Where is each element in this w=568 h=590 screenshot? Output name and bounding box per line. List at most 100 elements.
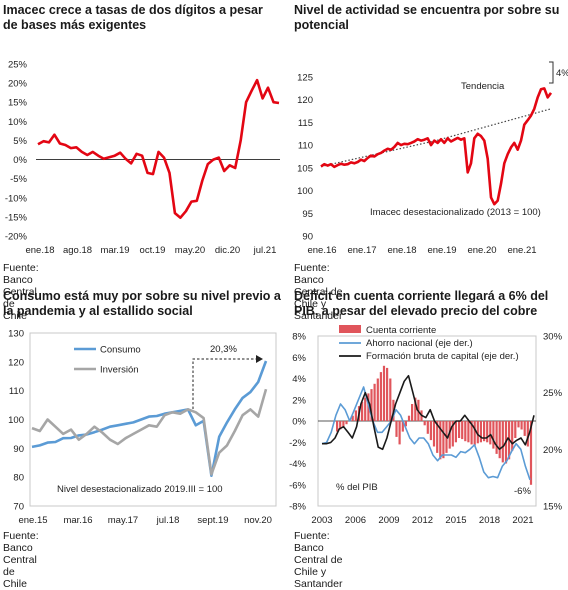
x-tick-label: nov.20 xyxy=(244,515,272,526)
current-account-bar xyxy=(423,421,426,426)
current-account-bar xyxy=(336,421,339,432)
chart-imacec: 25% 20% 15% 10% 5% 0% -5% -10% -15% -20% ene.18 ago… xyxy=(5,60,280,256)
y-tick-label: -15% xyxy=(5,212,28,223)
annotation-arrow xyxy=(192,358,256,409)
current-account-bar xyxy=(483,421,486,442)
current-account-bar xyxy=(473,421,476,446)
gross-capital-formation-line xyxy=(322,374,535,451)
x-tick-label: may.20 xyxy=(175,245,205,256)
y-tick-label: -4% xyxy=(289,459,306,470)
gap-label: 4% xyxy=(556,68,568,79)
legend-label: Cuenta corriente xyxy=(366,325,436,336)
x-tick-label: ene.21 xyxy=(507,245,536,256)
current-account-bar xyxy=(395,421,398,437)
legend-label: Formación bruta de capital (eje der.) xyxy=(366,351,519,362)
y-tick-label: -10% xyxy=(5,193,28,204)
current-account-bar xyxy=(339,421,342,430)
y-tick-label: 110 xyxy=(9,386,24,397)
x-tick-label: ene.16 xyxy=(307,245,336,256)
x-tick-label: may.17 xyxy=(108,515,138,526)
y-tick-label: 80 xyxy=(13,473,24,484)
current-account-bar xyxy=(411,404,414,421)
x-tick-label: ene.20 xyxy=(467,245,496,256)
x-tick-label: ene.18 xyxy=(25,245,54,256)
y-tick-label: 10% xyxy=(8,117,28,128)
current-account-bar xyxy=(498,421,501,459)
current-account-bar xyxy=(432,421,436,447)
current-account-bar xyxy=(398,421,401,445)
imacec-line xyxy=(37,78,280,219)
current-account-bar xyxy=(351,415,354,421)
y-tick-label: 8% xyxy=(292,332,306,343)
x-tick-label: 2015 xyxy=(445,515,466,526)
current-account-bar xyxy=(492,421,495,449)
current-account-bar xyxy=(486,421,489,443)
current-account-bar xyxy=(458,421,461,438)
chart-source: Fuente: Banco Central de Chile xyxy=(3,262,39,322)
chart-title: Nivel de actividad se encuentra por sobr… xyxy=(294,3,560,32)
x-tick-label: dic.20 xyxy=(215,245,240,256)
y2-tick-label: 15% xyxy=(543,502,563,513)
current-account-bar xyxy=(514,421,517,438)
current-account-bar xyxy=(448,421,451,449)
current-account-bar xyxy=(439,421,442,460)
gap-bracket xyxy=(549,61,554,84)
y-tick-label: -8% xyxy=(289,502,306,513)
current-account-bar xyxy=(373,383,376,421)
y-tick-label: 5% xyxy=(13,136,27,147)
plot-frame xyxy=(29,332,277,507)
current-account-bar xyxy=(342,421,345,428)
current-account-bar xyxy=(401,421,404,432)
trend-label: Tendencia xyxy=(461,81,505,92)
current-account-bar xyxy=(501,421,504,463)
legend-swatch xyxy=(339,325,361,333)
chart-source: Fuente: Banco Central de Chile y Santand… xyxy=(294,530,343,590)
current-account-bar xyxy=(442,421,445,459)
current-account-bar xyxy=(464,421,467,442)
y-tick-label: 90 xyxy=(302,232,313,243)
x-tick-label: 2006 xyxy=(345,515,366,526)
deficit-label: -6% xyxy=(514,486,531,497)
current-account-bar xyxy=(426,421,429,434)
y-tick-label: 15% xyxy=(8,98,28,109)
y-tick-label: 130 xyxy=(8,329,24,340)
current-account-bar xyxy=(489,421,492,445)
chart-cuenta-corriente: 8% 6% 4% 2% 0% -2% -4% -6% -8% 30% 25% 20% 15% Cuenta… xyxy=(289,325,563,526)
y-tick-label: 2% xyxy=(292,395,306,406)
x-tick-label: ene.19 xyxy=(427,245,456,256)
y-tick-label: 105 xyxy=(297,163,313,174)
current-account-bar xyxy=(467,421,470,443)
current-account-bar xyxy=(523,421,526,436)
chart-title: Consumo está muy por sobre su nivel prev… xyxy=(3,289,281,318)
current-account-bar xyxy=(476,421,479,444)
y-tick-label: -6% xyxy=(289,480,306,491)
x-tick-label: ago.18 xyxy=(63,245,92,256)
x-tick-label: mar.16 xyxy=(63,515,92,526)
current-account-bar xyxy=(529,421,533,485)
current-account-bar xyxy=(354,410,357,421)
chart-actividad: 125 120 115 110 105 100 95 90 Tendencia 4% Imacec … xyxy=(297,61,568,256)
current-account-bar xyxy=(414,397,417,421)
arrow-head xyxy=(256,355,263,363)
y-tick-label: 0% xyxy=(13,155,27,166)
current-account-bar xyxy=(361,401,364,421)
current-account-bar xyxy=(407,415,411,421)
y-tick-label: 120 xyxy=(297,95,313,106)
series-note: Imacec desestacionalizado (2013 = 100) xyxy=(370,207,541,218)
current-account-bar xyxy=(389,378,392,421)
x-tick-label: 2012 xyxy=(412,515,433,526)
chart-source: Fuente: Banco Central de Chile y Santand… xyxy=(294,262,343,322)
chart-consumo: 130 120 110 100 90 80 70 Consumo Inversión 20,3% N… xyxy=(8,329,277,526)
y-tick-label: 95 xyxy=(302,209,313,220)
y-tick-label: 4% xyxy=(292,374,306,385)
legend-label: Inversión xyxy=(100,365,139,376)
y-tick-label: -5% xyxy=(10,174,27,185)
y-tick-label: 100 xyxy=(297,186,313,197)
y-tick-label: 70 xyxy=(13,502,24,513)
x-tick-label: oct.19 xyxy=(140,245,166,256)
current-account-bar xyxy=(461,421,464,440)
current-account-bar xyxy=(404,421,407,427)
y-tick-label: -2% xyxy=(289,438,306,449)
y-tick-label: 90 xyxy=(13,444,24,455)
legend-label: Consumo xyxy=(100,345,141,356)
